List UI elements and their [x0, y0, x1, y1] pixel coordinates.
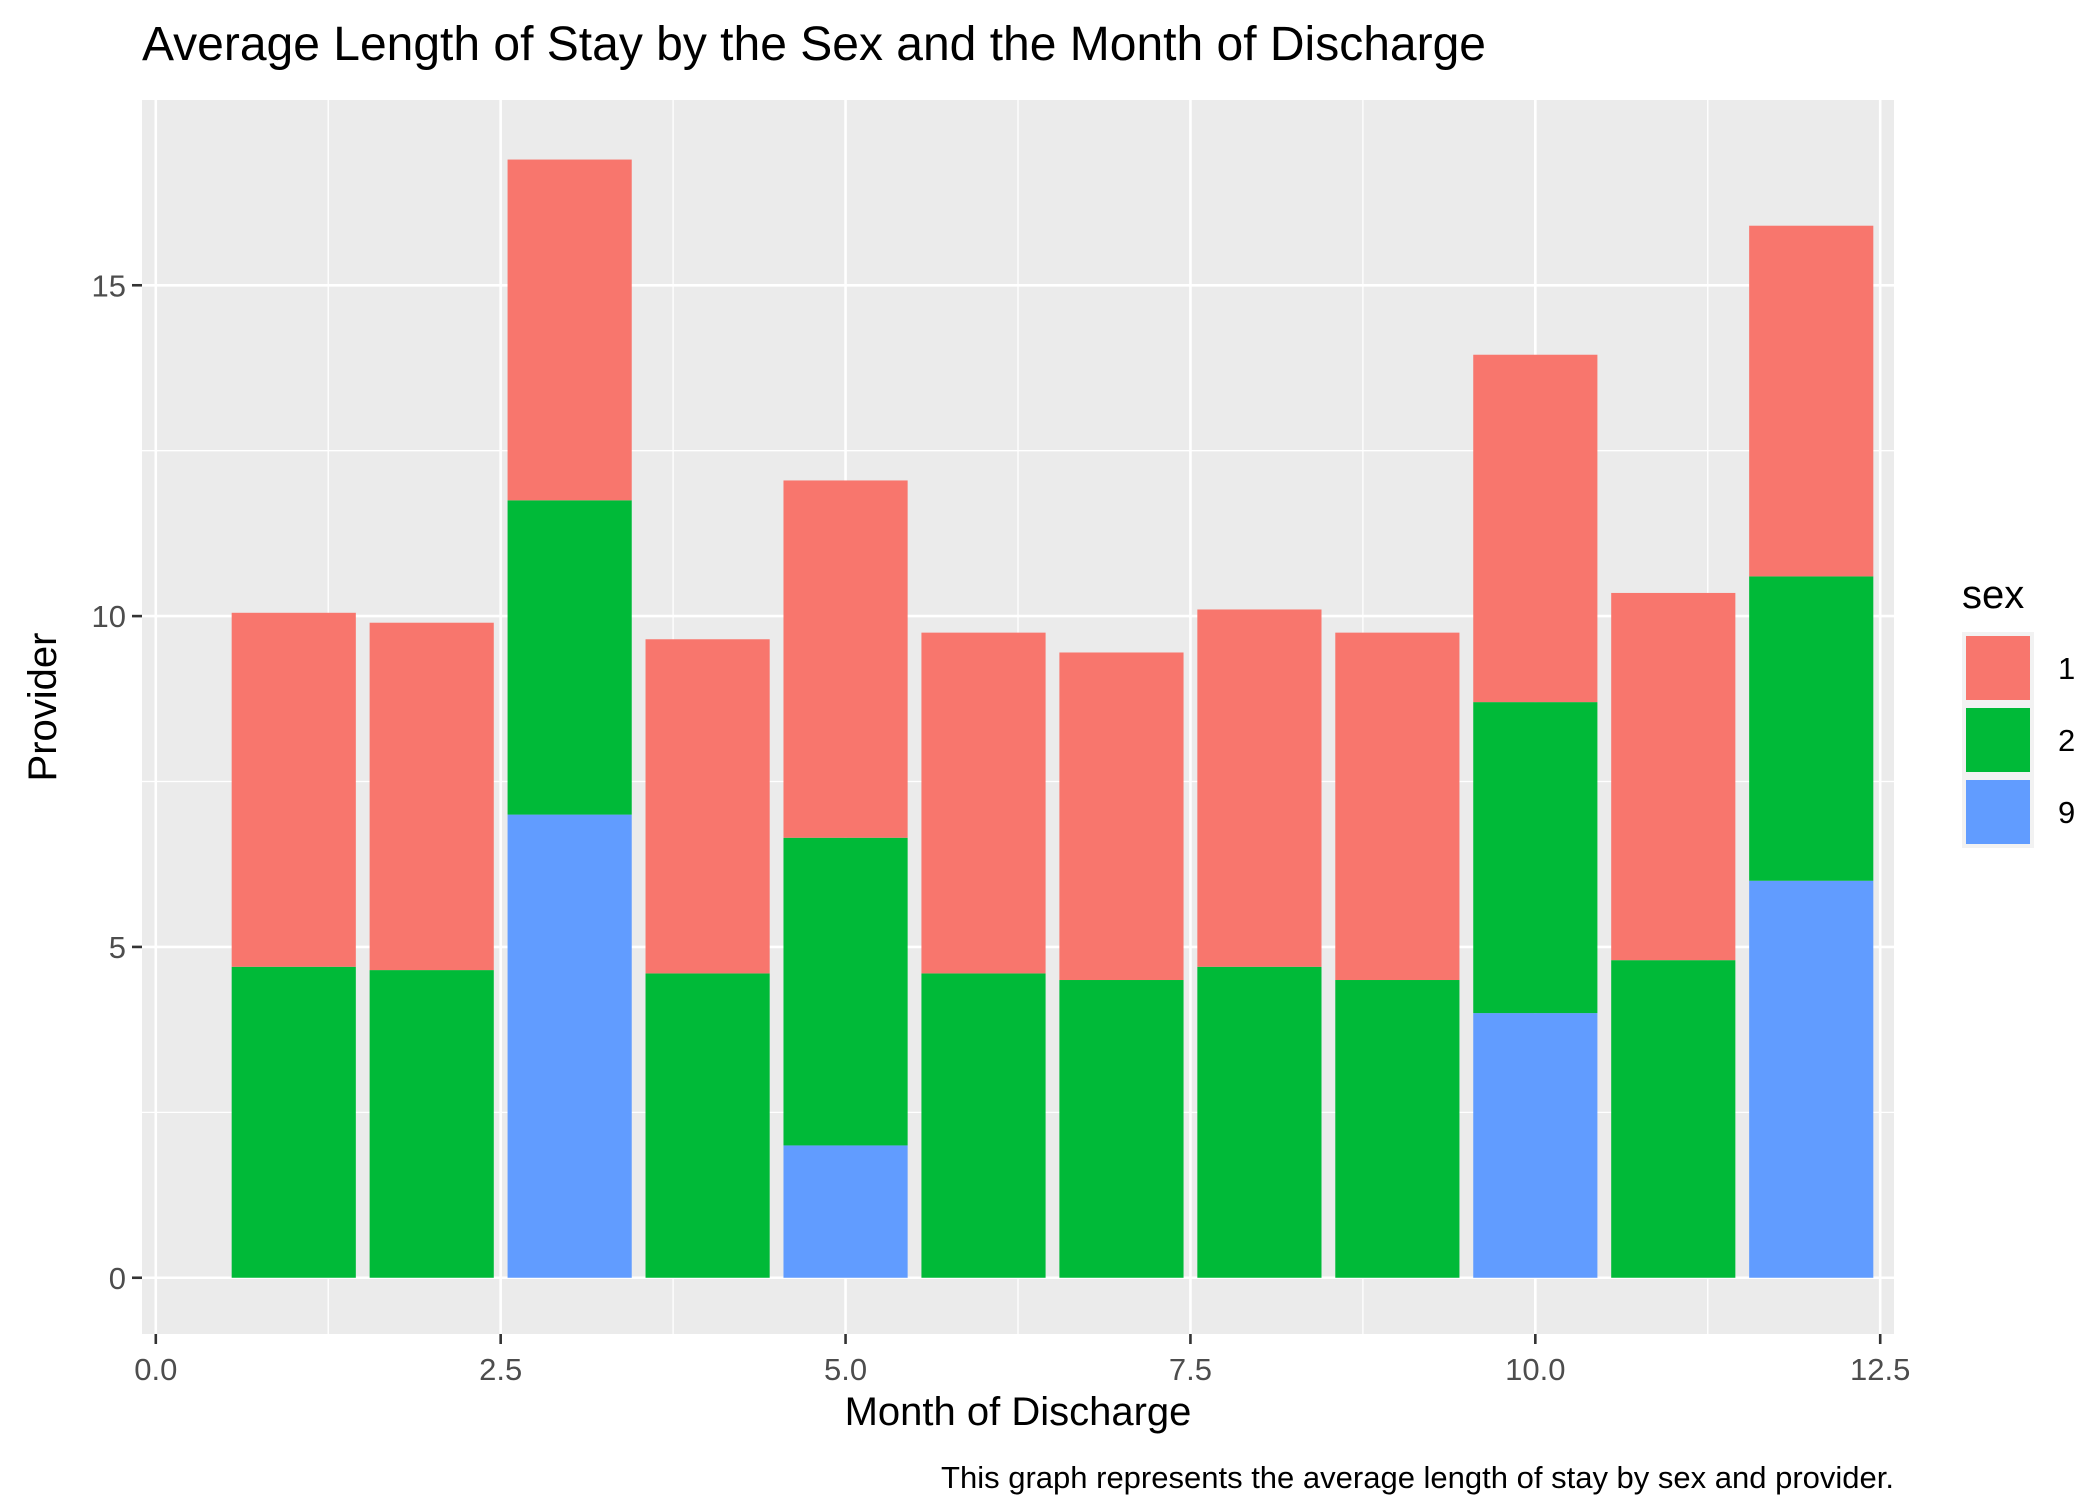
legend-swatch-1: [1966, 636, 2030, 700]
legend-label-1: 1: [2058, 651, 2075, 686]
x-tick-label: 5.0: [824, 1352, 867, 1387]
legend: sex 1 2 9: [1962, 573, 2075, 848]
bar-month-11-sex-2: [1611, 960, 1736, 1278]
bar-month-12-sex-9: [1749, 880, 1874, 1278]
y-tick-label: 0: [109, 1261, 126, 1296]
x-tick-label: 10.0: [1505, 1352, 1565, 1387]
bar-month-5-sex-2: [783, 837, 908, 1146]
x-tick-label: 2.5: [479, 1352, 522, 1387]
y-tick-label: 15: [92, 268, 126, 303]
bar-month-8-sex-2: [1197, 966, 1322, 1278]
bar-month-5-sex-1: [783, 480, 908, 838]
legend-title: sex: [1962, 573, 2024, 617]
caption: This graph represents the average length…: [941, 1460, 1894, 1495]
bar-month-3-sex-2: [507, 500, 632, 815]
y-axis: 0 5 10 15: [92, 268, 142, 1296]
bar-month-4-sex-2: [645, 973, 770, 1278]
y-tick-label: 5: [109, 930, 126, 965]
bar-month-8-sex-1: [1197, 609, 1322, 967]
bar-month-9-sex-2: [1335, 980, 1460, 1278]
bar-month-10-sex-1: [1473, 354, 1598, 703]
bar-month-1-sex-2: [231, 966, 356, 1278]
bar-month-1-sex-1: [231, 612, 356, 967]
bar-month-10-sex-9: [1473, 1013, 1598, 1278]
x-tick-label: 12.5: [1850, 1352, 1910, 1387]
bars: [231, 159, 1874, 1278]
x-tick-label: 0.0: [134, 1352, 177, 1387]
x-tick-label: 7.5: [1169, 1352, 1212, 1387]
bar-month-3-sex-1: [507, 159, 632, 501]
chart-title: Average Length of Stay by the Sex and th…: [142, 18, 1486, 71]
bar-month-6-sex-1: [921, 632, 1046, 974]
bar-month-5-sex-9: [783, 1145, 908, 1278]
y-axis-title: Provider: [21, 633, 65, 782]
bar-month-9-sex-1: [1335, 632, 1460, 981]
bar-month-2-sex-1: [369, 622, 494, 971]
bar-month-11-sex-1: [1611, 592, 1736, 961]
bar-month-7-sex-1: [1059, 652, 1184, 981]
legend-label-9: 9: [2058, 795, 2075, 830]
bar-month-10-sex-2: [1473, 702, 1598, 1014]
x-axis: 0.0 2.5 5.0 7.5 10.0 12.5: [134, 1334, 1910, 1387]
x-axis-title: Month of Discharge: [845, 1390, 1192, 1434]
bar-month-3-sex-9: [507, 814, 632, 1278]
bar-month-12-sex-1: [1749, 225, 1874, 577]
bar-month-7-sex-2: [1059, 980, 1184, 1278]
legend-swatch-9: [1966, 780, 2030, 844]
bar-month-6-sex-2: [921, 973, 1046, 1278]
legend-label-2: 2: [2058, 723, 2075, 758]
legend-swatch-2: [1966, 708, 2030, 772]
bar-month-12-sex-2: [1749, 576, 1874, 881]
y-tick-label: 10: [92, 599, 126, 634]
bar-month-2-sex-2: [369, 970, 494, 1278]
bar-month-4-sex-1: [645, 639, 770, 974]
